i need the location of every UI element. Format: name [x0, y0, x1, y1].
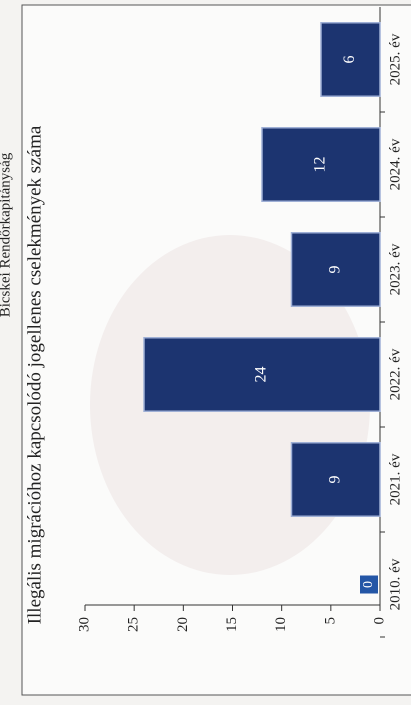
- header: Bicskei Rendőrkapitányság: [0, 152, 13, 317]
- data-label: 6: [341, 56, 358, 64]
- bar: [290, 442, 381, 517]
- rotated-chart: Bicskei Rendőrkapitányság Illegális migr…: [0, 4, 411, 696]
- data-label: 24: [253, 367, 270, 383]
- y-tick-label: 20: [175, 617, 191, 632]
- data-label-box: [360, 575, 378, 594]
- data-label: 9: [326, 476, 343, 484]
- data-label: 12: [312, 157, 329, 173]
- y-tick-label: 10: [273, 617, 289, 632]
- x-tick-label: 2010. év: [387, 558, 403, 610]
- chart-title: Illegális migrációhoz kapcsolódó jogelle…: [24, 125, 45, 624]
- data-label: 9: [326, 266, 343, 274]
- y-tick-label: 25: [126, 617, 142, 632]
- bar: [290, 232, 381, 307]
- bar: [320, 22, 381, 97]
- y-tick-label: 30: [76, 617, 92, 632]
- y-tick-label: 5: [322, 617, 338, 625]
- y-tick-label: 15: [224, 617, 240, 632]
- bar: [261, 127, 381, 202]
- y-tick-label: 0: [371, 617, 387, 625]
- bar: [143, 337, 381, 412]
- data-label: 0: [361, 581, 376, 588]
- x-tick-label: 2022. év: [387, 348, 403, 400]
- x-tick-label: 2021. év: [387, 453, 403, 505]
- x-tick-label: 2023. év: [387, 243, 403, 295]
- x-tick-label: 2025. év: [387, 33, 403, 85]
- x-tick-label: 2024. év: [387, 138, 403, 190]
